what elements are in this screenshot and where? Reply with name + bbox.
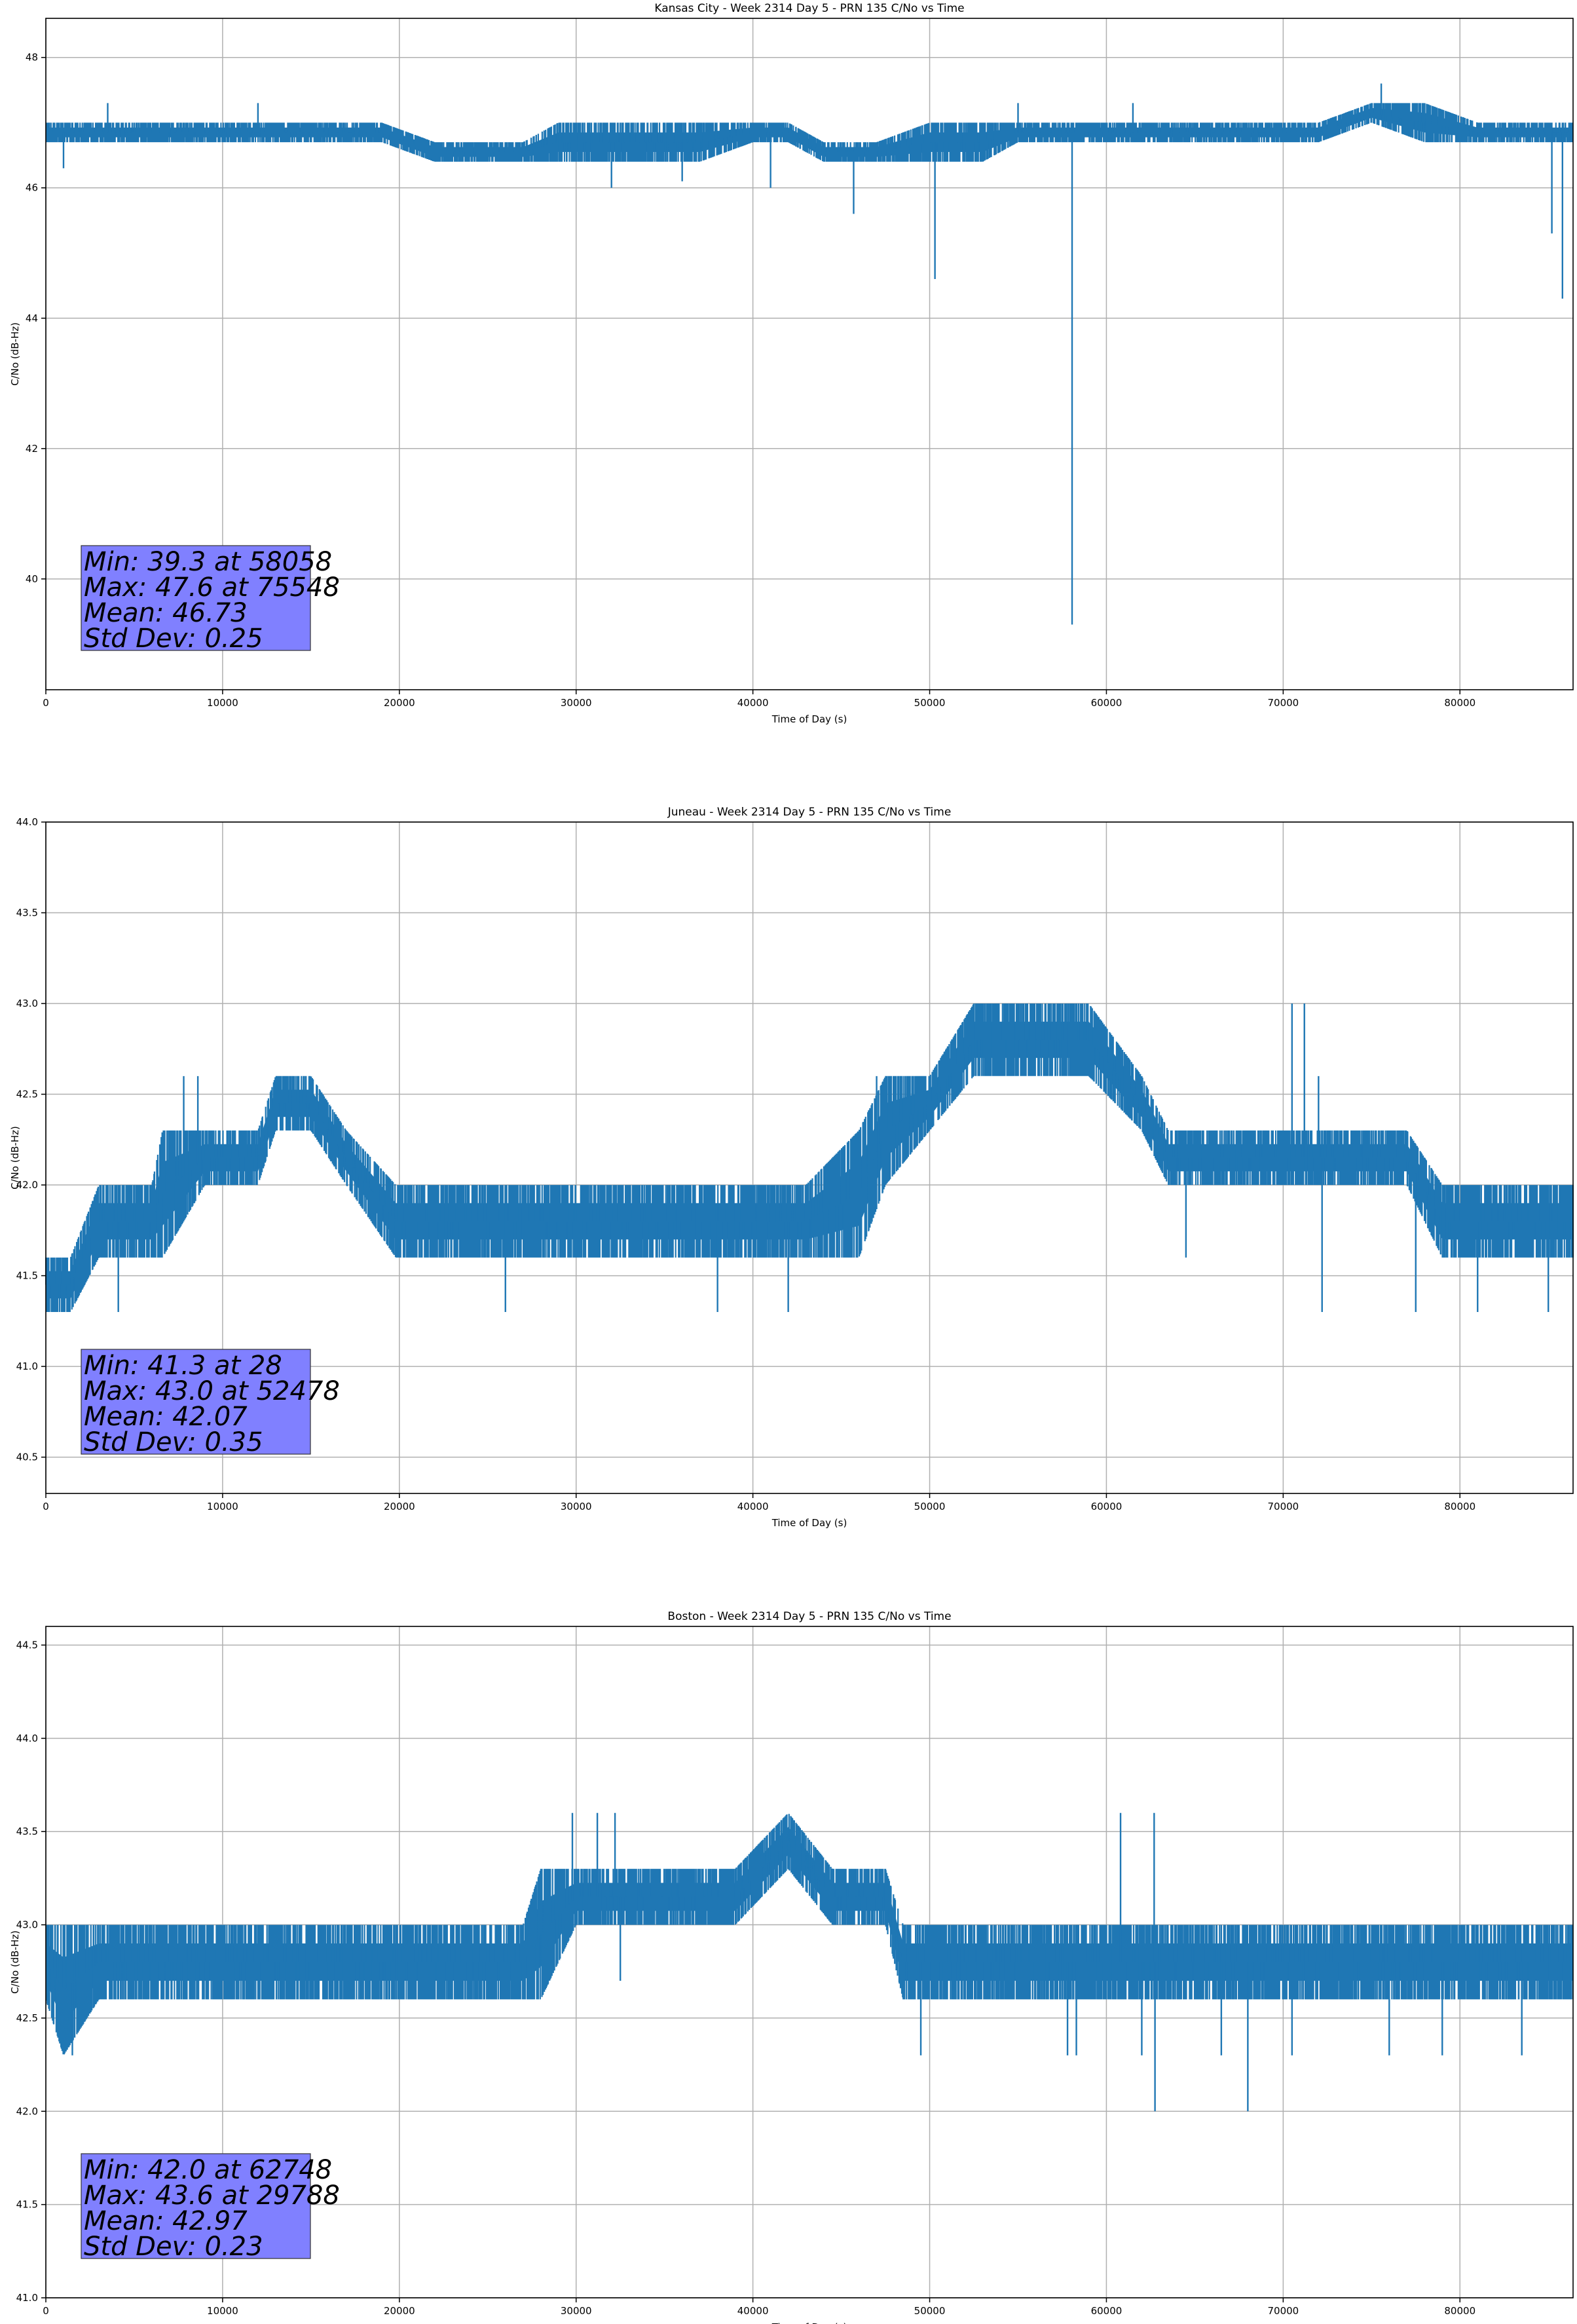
y-tick-label: 43.5: [16, 1826, 38, 1837]
x-tick-label: 60000: [1091, 2305, 1122, 2317]
stats-line: Max: 43.6 at 29788: [84, 2181, 340, 2211]
x-tick-label: 0: [43, 1501, 49, 1512]
axes-frame: [45, 821, 1574, 1494]
y-axis-label: C/No (dB-Hz): [9, 1126, 21, 1190]
x-axis-label: Time of Day (s): [771, 2321, 847, 2324]
y-axis-label: C/No (dB-Hz): [9, 1930, 21, 1994]
y-tick-label: 44.0: [16, 816, 38, 828]
chart-title: Kansas City - Week 2314 Day 5 - PRN 135 …: [654, 2, 964, 15]
x-tick-label: 30000: [561, 697, 592, 709]
x-tick-label: 30000: [561, 1501, 592, 1512]
x-tick-label: 80000: [1444, 2305, 1475, 2317]
series-line: [45, 83, 1573, 625]
stats-line: Mean: 46.73: [84, 598, 248, 628]
x-tick-label: 60000: [1091, 1501, 1122, 1512]
x-tick-label: 0: [43, 697, 49, 709]
x-tick-label: 40000: [737, 1501, 769, 1512]
x-tick-label: 50000: [914, 697, 946, 709]
y-tick-label: 42.0: [16, 1179, 38, 1191]
boston-plot: 0 10000 20000 30000 40000 50000 60000 70000 8000…: [9, 1610, 1574, 2324]
stats-line: Mean: 42.07: [84, 1402, 248, 1432]
stats-line: Std Dev: 0.23: [84, 2232, 263, 2262]
stats-box-background: [81, 545, 311, 651]
y-tick-label: 44.0: [16, 1733, 38, 1744]
series-line: [45, 1812, 1574, 2112]
y-tick-label: 44: [26, 312, 38, 324]
x-tick-label: 0: [43, 2305, 49, 2317]
x-tick-label: 40000: [737, 2305, 769, 2317]
x-tick-label: 70000: [1267, 1501, 1299, 1512]
x-tick-label: 60000: [1091, 697, 1122, 709]
y-tick-label: 41.5: [16, 2199, 38, 2211]
x-tick-label: 10000: [207, 2305, 238, 2317]
x-tick-label: 50000: [914, 1501, 946, 1512]
stats-line: Std Dev: 0.35: [84, 1427, 263, 1457]
y-tick-label: 48: [26, 52, 38, 64]
y-tick-label: 46: [26, 182, 38, 194]
x-tick-label: 80000: [1444, 1501, 1475, 1512]
juneau-plot: 0 10000 20000 30000 40000 50000 60000 70000 8000…: [9, 806, 1574, 1529]
y-tick-label: 43.5: [16, 907, 38, 919]
y-tick-label: 41.0: [16, 2292, 38, 2304]
x-tick-label: 70000: [1267, 697, 1299, 709]
stats-line: Min: 42.0 at 62748: [84, 2155, 332, 2185]
stats-line: Mean: 42.97: [84, 2206, 248, 2236]
y-tick-label: 44.5: [16, 1639, 38, 1651]
kansas-city-plot: 0 10000 20000 30000 40000 50000 60000 70000 8000…: [9, 2, 1574, 725]
axes-frame: [45, 1626, 1574, 2298]
x-tick-label: 10000: [207, 1501, 238, 1512]
y-tick-label: 41.5: [16, 1270, 38, 1282]
chart-title: Boston - Week 2314 Day 5 - PRN 135 C/No …: [667, 1610, 951, 1623]
y-tick-label: 40.5: [16, 1452, 38, 1463]
x-axis-label: Time of Day (s): [771, 1517, 847, 1529]
x-axis-label: Time of Day (s): [771, 713, 847, 725]
stats-line: Min: 41.3 at 28: [84, 1351, 282, 1381]
series-trace: [45, 103, 1573, 162]
stats-line: Max: 43.0 at 52478: [84, 1376, 340, 1406]
x-tick-label: 10000: [207, 697, 238, 709]
y-tick-label: 42.5: [16, 2012, 38, 2024]
axes-frame: [45, 18, 1574, 690]
x-tick-label: 20000: [384, 2305, 415, 2317]
x-tick-label: 20000: [384, 1501, 415, 1512]
y-tick-label: 42.5: [16, 1089, 38, 1100]
y-axis-label: C/No (dB-Hz): [9, 322, 21, 386]
y-tick-label: 41.0: [16, 1360, 38, 1372]
stats-line: Std Dev: 0.25: [84, 624, 263, 654]
x-tick-label: 80000: [1444, 697, 1475, 709]
stats-box-background: [81, 1349, 311, 1455]
y-tick-label: 43.0: [16, 1919, 38, 1931]
y-tick-label: 40: [26, 573, 38, 585]
x-tick-label: 30000: [561, 2305, 592, 2317]
x-tick-label: 40000: [737, 697, 769, 709]
stats-line: Min: 39.3 at 58058: [84, 547, 332, 577]
stats-box-background: [81, 2153, 311, 2259]
stats-line: Max: 47.6 at 75548: [84, 572, 340, 603]
chart-title: Juneau - Week 2314 Day 5 - PRN 135 C/No …: [667, 806, 952, 819]
x-tick-label: 50000: [914, 2305, 946, 2317]
x-tick-label: 20000: [384, 697, 415, 709]
x-tick-label: 70000: [1267, 2305, 1299, 2317]
y-tick-label: 42: [26, 443, 38, 455]
y-tick-label: 43.0: [16, 998, 38, 1009]
y-tick-label: 42.0: [16, 2105, 38, 2117]
